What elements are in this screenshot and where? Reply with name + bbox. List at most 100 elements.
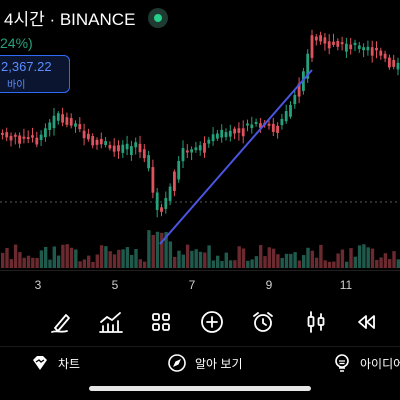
candle-body — [130, 146, 133, 155]
volume-bar — [198, 251, 203, 268]
candle-body — [379, 50, 383, 56]
volume-bar — [207, 245, 211, 268]
drawing-toolbar — [0, 302, 400, 342]
candle-body — [121, 144, 125, 153]
volume-bar — [87, 255, 91, 268]
volume-bar — [190, 250, 194, 268]
volume-bar — [125, 247, 130, 268]
candlestick-icon[interactable] — [302, 308, 330, 336]
candle-body — [155, 192, 159, 210]
volume-bar — [379, 257, 383, 268]
candlesticks — [1, 29, 400, 218]
volume-bar — [39, 250, 44, 268]
candle-body — [31, 135, 34, 138]
volume-bar — [323, 260, 327, 268]
chart-header: 4시간 · BINANCE — [0, 0, 400, 30]
candle-body — [65, 117, 69, 125]
candle-body — [349, 44, 353, 50]
volume-bar — [254, 256, 259, 268]
candle-body — [259, 123, 262, 128]
lightbulb-icon — [335, 354, 349, 372]
volume-bar — [108, 251, 112, 268]
volume-bar — [375, 259, 379, 268]
volume-bar — [112, 254, 117, 268]
candle-body — [228, 130, 232, 137]
add-icon[interactable] — [198, 308, 226, 336]
price-label[interactable]: 2,367.22 바이 — [0, 55, 70, 93]
candle-body — [211, 134, 215, 142]
candle-body — [310, 35, 314, 58]
tab-ideas-label: 아이디어 — [360, 356, 400, 371]
tab-ideas[interactable]: 아이디어 — [332, 351, 400, 375]
trendline[interactable] — [159, 69, 313, 245]
candle-body — [297, 83, 301, 97]
candle-body — [74, 123, 77, 127]
volume-bar — [332, 261, 336, 268]
candle-body — [207, 139, 211, 144]
candle-body — [112, 145, 116, 152]
volume-bar — [233, 260, 237, 268]
candle-body — [293, 94, 297, 105]
candle-body — [314, 36, 318, 41]
volume-bar — [121, 249, 125, 268]
candle-body — [336, 41, 340, 47]
volume-bar — [336, 253, 340, 268]
candle-body — [125, 143, 129, 150]
compass-icon — [168, 354, 186, 372]
volume-bar — [82, 259, 87, 268]
volume-bar — [44, 246, 48, 268]
volume-bar — [168, 241, 173, 268]
volume-bar — [18, 252, 22, 268]
candle-body — [216, 133, 219, 139]
volume-bar — [319, 244, 323, 268]
volume-bar — [284, 253, 289, 268]
candle-body — [233, 128, 236, 134]
volume-bar — [104, 246, 108, 268]
tab-explore[interactable]: 알아 보기 — [167, 351, 243, 375]
chart-indicators-icon[interactable] — [97, 308, 125, 336]
candle-body — [370, 47, 374, 56]
volume-bar — [52, 246, 56, 268]
tab-chart[interactable]: 차트 — [30, 351, 80, 375]
symbol-title[interactable]: 4시간 · BINANCE — [4, 10, 136, 29]
candle-body — [185, 150, 189, 153]
pen-icon[interactable] — [47, 308, 75, 336]
candle-body — [56, 113, 60, 121]
rewind-icon[interactable] — [352, 308, 380, 336]
candle-body — [9, 135, 13, 141]
candle-body — [26, 137, 30, 140]
candle-body — [396, 62, 400, 70]
volume-bar — [362, 244, 366, 268]
volume-bar — [185, 244, 190, 268]
candle-body — [5, 132, 9, 138]
volume-bar — [366, 247, 370, 268]
alarm-clock-icon[interactable] — [249, 308, 277, 336]
volume-bar — [349, 248, 353, 268]
tab-explore-label: 알아 보기 — [195, 356, 243, 371]
volume-bar — [26, 255, 31, 268]
time-axis[interactable]: 3 5 7 9 11 — [0, 270, 400, 299]
volume-bar — [181, 254, 185, 268]
candle-body — [13, 134, 17, 137]
diamond-chart-icon — [33, 356, 47, 370]
candle-body — [250, 124, 254, 129]
candle-body — [271, 123, 275, 132]
candle-body — [87, 133, 90, 140]
candle-body — [22, 136, 26, 139]
candle-body — [151, 167, 155, 193]
price-chart[interactable] — [0, 0, 400, 270]
current-price: 2,367.22 — [1, 59, 52, 74]
x-tick-label: 7 — [188, 278, 196, 292]
candle-body — [323, 37, 327, 44]
volume-bar — [302, 255, 306, 268]
candle-body — [52, 115, 56, 129]
volume-bar — [327, 261, 332, 268]
x-tick-label: 11 — [339, 278, 353, 292]
candle-body — [392, 59, 396, 67]
volume-bar — [246, 260, 250, 268]
grid-icon[interactable] — [147, 308, 175, 336]
volume-bar — [289, 253, 293, 268]
volume-bar — [216, 255, 220, 268]
x-tick-label: 9 — [265, 278, 273, 292]
candle-body — [203, 142, 206, 153]
